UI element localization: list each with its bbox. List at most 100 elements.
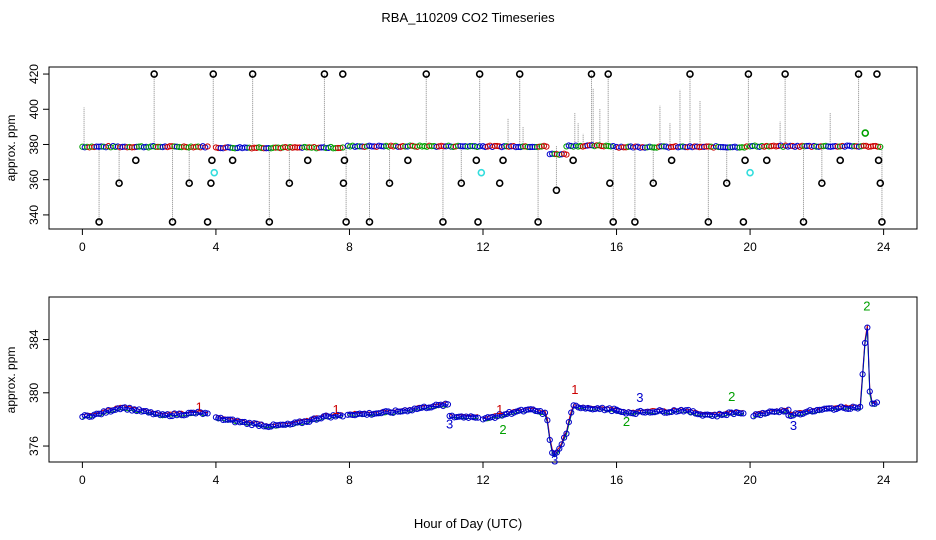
top-outlier-point	[209, 70, 218, 78]
top-cyan-point	[210, 168, 219, 177]
top-data-point	[607, 143, 614, 150]
top-outlier-point	[439, 218, 447, 226]
bottom-data-point	[472, 414, 479, 421]
top-outlier-point	[604, 70, 612, 78]
top-outlier-point	[854, 70, 863, 78]
bottom-data-point	[303, 418, 310, 425]
top-data-point	[204, 143, 211, 150]
top-outlier-point	[342, 218, 350, 226]
top-outlier-point	[874, 156, 883, 165]
top-outlier-point	[631, 218, 639, 226]
top-outlier-point	[606, 179, 614, 188]
top-y-tick-label: 400	[27, 99, 41, 119]
top-outlier-point	[132, 156, 140, 165]
top-outlier-point	[207, 179, 215, 188]
top-data-point	[584, 142, 591, 149]
top-data-point	[529, 143, 536, 151]
top-outlier-point	[365, 218, 374, 226]
bottom-series-line	[753, 409, 789, 417]
bottom-y-tick-label: 384	[27, 329, 41, 349]
bottom-data-point	[265, 423, 272, 431]
top-data-point	[598, 142, 605, 150]
top-outlier-point	[873, 70, 881, 78]
bottom-panel-ylabel: approx. ppm	[4, 347, 18, 414]
top-outlier-point	[587, 70, 596, 78]
top-y-tick-label: 420	[27, 64, 41, 84]
top-x-tick-label: 20	[743, 240, 757, 254]
top-outlier-point	[818, 179, 826, 188]
top-data-point	[874, 143, 882, 150]
bottom-point-label: 3	[636, 390, 643, 405]
top-panel-ylabel: approx. ppm	[4, 115, 18, 182]
top-outlier-point	[741, 156, 749, 165]
top-x-tick-label: 8	[346, 240, 353, 254]
bottom-data-point	[204, 410, 211, 417]
bottom-data-point	[771, 408, 778, 415]
bottom-x-tick-label: 8	[346, 473, 353, 487]
top-outlier-point	[115, 179, 123, 188]
top-outlier-point	[404, 156, 412, 165]
bottom-point-label: 2	[863, 298, 870, 313]
top-data-point	[610, 142, 617, 150]
bottom-x-tick-label: 24	[877, 473, 891, 487]
bottom-data-point	[857, 403, 864, 410]
chart-title: RBA_110209 CO2 Timeseries	[381, 10, 555, 25]
bottom-y-tick-label: 380	[27, 382, 41, 402]
bottom-x-tick-label: 0	[79, 473, 86, 487]
top-outlier-point	[457, 179, 466, 188]
top-outlier-point	[609, 218, 618, 226]
top-outlier-point	[667, 156, 676, 165]
top-data-point	[877, 143, 884, 151]
top-outlier-point	[208, 156, 216, 165]
top-data-point	[524, 143, 531, 151]
bottom-data-point	[251, 420, 258, 427]
bottom-point-label: 2	[623, 414, 630, 429]
top-outlier-point	[499, 156, 507, 165]
top-green-point	[861, 129, 870, 137]
bottom-point-label: 2	[728, 389, 735, 404]
top-outlier-point	[385, 179, 394, 188]
top-data-point	[337, 144, 344, 152]
top-outlier-point	[339, 179, 348, 188]
bottom-data-point	[568, 409, 575, 416]
top-outlier-point	[472, 156, 481, 165]
top-outlier-point	[704, 218, 713, 226]
bottom-data-point	[166, 413, 173, 420]
bottom-point-label: 3	[446, 417, 453, 432]
top-outlier-point	[203, 218, 212, 226]
top-x-tick-label: 0	[79, 240, 86, 254]
top-outlier-point	[744, 70, 753, 78]
top-outlier-point	[686, 70, 694, 78]
top-outlier-point	[168, 218, 177, 226]
top-data-point	[743, 143, 750, 150]
top-data-point	[543, 143, 550, 150]
top-outlier-point	[150, 70, 158, 78]
bottom-data-point	[544, 417, 551, 424]
bottom-data-point	[864, 324, 871, 331]
top-outlier-point	[781, 70, 789, 78]
bottom-data-point	[444, 401, 452, 408]
top-outlier-point	[338, 70, 347, 78]
top-outlier-point	[265, 218, 274, 226]
bottom-x-tick-label: 12	[476, 473, 490, 487]
top-panel: approx. ppm 0 4 8 12 16 20 24 340 360 380 400 420	[4, 64, 918, 254]
bottom-point-label: 1	[571, 382, 578, 397]
bottom-series-line	[482, 405, 617, 457]
bottom-point-label: 1	[332, 402, 339, 417]
bottom-x-tick-label: 4	[213, 473, 220, 487]
top-data-point	[563, 151, 570, 158]
bottom-data-point	[766, 408, 773, 415]
top-outlier-point	[95, 218, 103, 226]
top-x-tick-label: 16	[610, 240, 624, 254]
top-outlier-point	[799, 218, 808, 226]
top-outlier-point	[569, 156, 577, 165]
top-data-point	[526, 143, 534, 151]
x-axis-title: Hour of Day (UTC)	[414, 516, 522, 531]
top-outlier-point	[534, 218, 542, 226]
top-outlier-point	[475, 70, 484, 78]
bottom-point-label: 3	[551, 453, 558, 468]
top-x-tick-label: 24	[877, 240, 891, 254]
bottom-data-point	[682, 407, 690, 414]
bottom-data-point	[873, 399, 881, 406]
